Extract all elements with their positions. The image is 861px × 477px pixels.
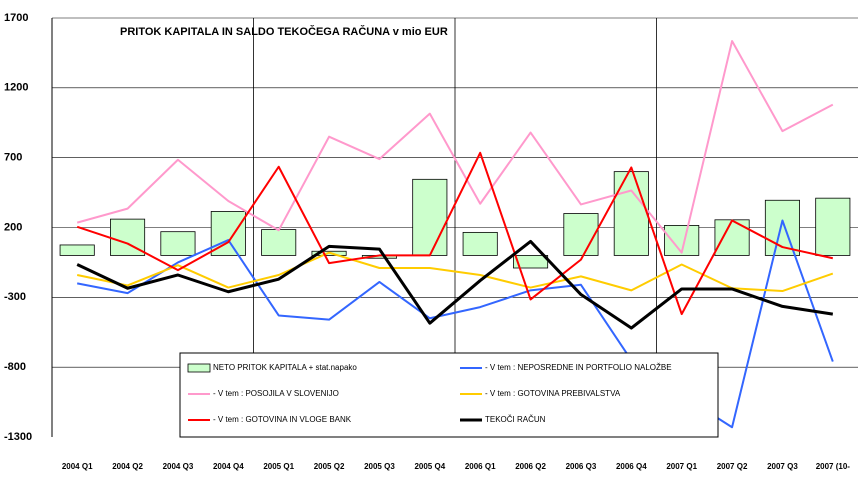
x-tick-label: 2006 Q2 <box>515 462 546 471</box>
x-tick-label: 2004 Q4 <box>213 462 244 471</box>
y-tick-label: 1700 <box>4 12 28 24</box>
chart-title: PRITOK KAPITALA IN SALDO TEKOČEGA RAČUNA… <box>120 25 448 38</box>
x-tick-label: 2007 Q1 <box>666 462 697 471</box>
y-tick-label: 1200 <box>4 82 28 94</box>
bar <box>563 213 599 256</box>
legend-label: - V tem : POSOJILA V SLOVENIJO <box>213 389 339 398</box>
line-series <box>76 151 834 316</box>
y-tick-label: -800 <box>4 361 26 373</box>
bar <box>261 229 297 256</box>
legend-label: - V tem : GOTOVINA IN VLOGE BANK <box>213 415 352 424</box>
y-tick-label: -1300 <box>4 431 32 443</box>
legend-label: NETO PRITOK KAPITALA + stat.napako <box>213 363 357 372</box>
legend-label: - V tem : GOTOVINA PREBIVALSTVA <box>485 389 621 398</box>
y-tick-label: 200 <box>4 221 22 233</box>
x-tick-label: 2004 Q1 <box>62 462 93 471</box>
x-tick-label: 2007 (10- <box>816 462 851 471</box>
x-tick-label: 2007 Q3 <box>767 462 798 471</box>
y-tick-label: 700 <box>4 152 22 164</box>
y-tick-label: -300 <box>4 291 26 303</box>
legend-label: - V tem : NEPOSREDNE IN PORTFOLIO NALOŽB… <box>485 363 672 372</box>
bar <box>714 219 750 256</box>
line-series <box>76 40 834 254</box>
bar <box>412 178 448 256</box>
bar <box>513 255 549 269</box>
x-tick-label: 2006 Q4 <box>616 462 647 471</box>
bar <box>160 231 196 256</box>
bar <box>815 197 851 256</box>
legend: NETO PRITOK KAPITALA + stat.napako - V te… <box>179 352 719 438</box>
x-tick-label: 2007 Q2 <box>717 462 748 471</box>
legend-label: TEKOČI RAČUN <box>485 415 546 424</box>
x-tick-label: 2004 Q3 <box>163 462 194 471</box>
bar <box>462 231 498 256</box>
x-tick-label: 2005 Q4 <box>414 462 445 471</box>
x-tick-label: 2005 Q3 <box>364 462 395 471</box>
bar <box>613 171 649 256</box>
bar <box>59 244 95 256</box>
legend-swatch <box>187 363 211 373</box>
x-tick-label: 2006 Q1 <box>465 462 496 471</box>
x-tick-label: 2005 Q1 <box>263 462 294 471</box>
legend-box <box>179 352 719 438</box>
x-tick-label: 2004 Q2 <box>112 462 143 471</box>
line-series <box>76 239 834 330</box>
x-tick-label: 2006 Q3 <box>566 462 597 471</box>
line-series <box>76 251 834 293</box>
x-tick-label: 2005 Q2 <box>314 462 345 471</box>
